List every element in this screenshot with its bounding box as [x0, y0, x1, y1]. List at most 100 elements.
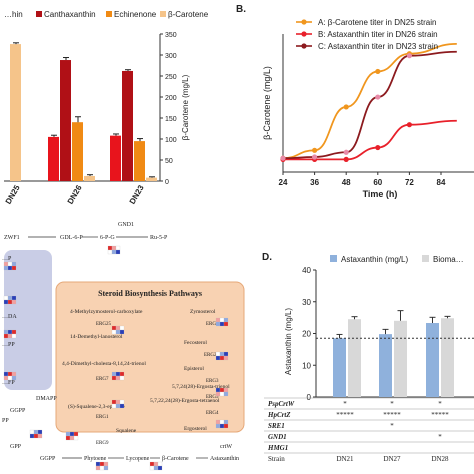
legend-swatch	[160, 11, 166, 17]
heatmap-cell	[223, 391, 229, 397]
heatmap-cell	[3, 375, 9, 381]
x-axis-title: Time (h)	[363, 189, 398, 199]
metabolite-label: 5,7,24(28)-Ergosta-trienol	[172, 383, 230, 390]
heatmap-cell	[223, 355, 229, 361]
heatmap-cell	[111, 399, 117, 405]
pathway-left-label: GPP	[10, 444, 22, 450]
gene-label: ERG5	[206, 395, 219, 400]
bar	[394, 320, 407, 397]
pathway-top-label: GDL-6-P	[60, 235, 83, 241]
heatmap-cell	[11, 299, 17, 305]
heatmap-cell	[115, 371, 121, 377]
table-cell: *****	[431, 411, 449, 419]
heatmap-cell	[219, 321, 225, 327]
x-tick-label: 72	[405, 178, 414, 187]
heatmap-cell	[7, 333, 13, 339]
heatmap-cell	[3, 371, 9, 377]
heatmap-cell	[11, 375, 17, 381]
heatmap-cell	[223, 419, 229, 425]
heatmap-cell	[157, 461, 163, 467]
metabolite-label: Squalene	[116, 428, 137, 434]
legend-swatch	[106, 11, 112, 17]
y-tick-label: 300	[165, 53, 177, 60]
pathway-bottom-label: GGPP	[40, 456, 56, 462]
metabolite-label: Zymosterol	[190, 309, 216, 315]
x-tick-label: DN26	[66, 183, 84, 206]
legend-label: Echinenone	[114, 10, 157, 19]
heatmap-cell	[33, 429, 39, 435]
heatmap-cell	[223, 351, 229, 357]
heatmap-cell	[29, 433, 35, 439]
legend-marker	[301, 19, 307, 25]
x-tick-label: 36	[310, 178, 319, 187]
heatmap-cell	[3, 329, 9, 335]
table-cell: DN27	[383, 455, 401, 463]
data-point	[343, 149, 349, 155]
bar	[426, 323, 439, 397]
bar	[134, 141, 145, 181]
legend-label: C: Astaxanthin titer in DN23 strain	[318, 42, 438, 51]
table-cell: *****	[383, 411, 401, 419]
bar	[110, 135, 121, 181]
series-line	[282, 42, 457, 160]
gene-label: ERG2	[204, 353, 217, 358]
data-point	[406, 53, 412, 59]
heatmap-cell	[111, 249, 117, 255]
heatmap-cell	[115, 249, 121, 255]
heatmap-cell	[149, 465, 155, 471]
bar	[146, 177, 157, 181]
heatmap-cell	[215, 355, 221, 361]
heatmap-cell	[223, 387, 229, 393]
heatmap-cell	[115, 329, 121, 335]
series-line	[282, 50, 457, 160]
pathway-bottom-label: Lycopene	[126, 456, 150, 462]
heatmap-cell	[215, 423, 221, 429]
pathway-left-label: PP	[2, 418, 9, 424]
table-row-label: HMG1	[267, 444, 288, 452]
heatmap-cell	[11, 261, 17, 267]
legend-swatch	[330, 255, 337, 262]
heatmap-cell	[219, 419, 225, 425]
heatmap-cell	[111, 371, 117, 377]
heatmap-cell	[223, 317, 229, 323]
table-cell: *	[438, 400, 442, 408]
legend-label: B: Astaxanthin titer in DN26 strain	[318, 30, 438, 39]
y-tick-label: 50	[165, 158, 173, 165]
heatmap-cell	[69, 435, 75, 441]
table-cell: *	[438, 433, 442, 441]
heatmap-cell	[119, 329, 125, 335]
heatmap-cell	[73, 435, 79, 441]
heatmap-cell	[107, 245, 113, 251]
pathway-left-column: …P …DA …PP …FP DMAPP GGPP GPP PP	[2, 256, 57, 450]
bar	[379, 334, 392, 397]
pathway-bottom-label: crtW	[220, 444, 232, 450]
y-tick-label: 150	[165, 116, 177, 123]
data-point	[375, 94, 381, 100]
pathway-top-row: ZWF1 GDL-6-P 6-P-G GND1 Ru-5-P	[4, 222, 168, 241]
pathway-left-label: …FP	[2, 380, 15, 386]
legend-label: Astaxanthin (mg/L)	[341, 255, 408, 264]
table-cell: *	[390, 400, 394, 408]
heatmap-cell	[111, 403, 117, 409]
bar	[348, 319, 361, 397]
heatmap-cell	[149, 461, 155, 467]
heatmap-cell	[95, 461, 101, 467]
heatmap-cell	[11, 295, 17, 301]
heatmap-cell	[223, 423, 229, 429]
heatmap-cell	[3, 333, 9, 339]
legend-swatch	[422, 255, 429, 262]
gene-label: ERG1	[96, 415, 109, 420]
metabolite-label: 14-Demethyl-lanosterol	[70, 334, 123, 340]
heatmap-cell	[119, 399, 125, 405]
heatmap-cell	[99, 461, 105, 467]
data-point	[312, 147, 318, 153]
pathway-bottom-label: Phytoene	[84, 456, 107, 462]
pathway-left-label: DMAPP	[36, 396, 57, 402]
table-row-label: Strain	[268, 455, 285, 463]
heatmap-cell	[215, 317, 221, 323]
heatmap-cell	[219, 355, 225, 361]
panel-b-line-chart: 24 36 48 60 72 84 Time (h) β-Carotene (mg/L) A: …	[262, 18, 474, 199]
legend-label: …hin	[4, 10, 23, 19]
metabolite-label: (S)-Squalene-2,3-epoxide	[68, 403, 125, 410]
table-cell: *	[390, 422, 394, 430]
